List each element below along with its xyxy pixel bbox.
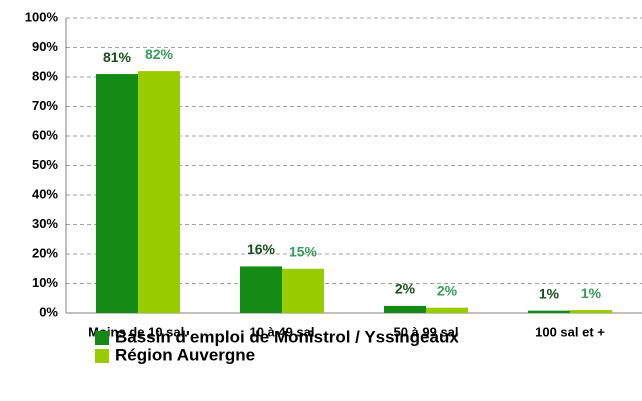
legend-swatch (95, 331, 109, 345)
bar (426, 307, 468, 313)
y-tick-label: 10% (32, 275, 58, 290)
value-label: 81% (103, 49, 132, 65)
y-tick-label: 0% (39, 304, 58, 319)
y-tick-label: 70% (32, 98, 58, 113)
y-tick-label: 100% (25, 9, 59, 24)
legend-label: Bassin d'emploi de Monistrol / Yssingeau… (115, 327, 459, 346)
value-label: 1% (581, 285, 602, 301)
x-tick-label: 10 à 49 sal (249, 324, 314, 339)
bar (384, 305, 426, 313)
value-label: 16% (247, 241, 276, 257)
legend-swatch (95, 349, 109, 363)
bar (570, 310, 612, 313)
y-tick-label: 40% (32, 186, 58, 201)
y-tick-label: 60% (32, 127, 58, 142)
bar (138, 71, 180, 313)
value-label: 15% (289, 243, 318, 259)
value-label: 2% (437, 282, 458, 298)
x-tick-label: 50 à 99 sal (393, 324, 458, 339)
bar (528, 310, 570, 313)
x-tick-label: Moins de 10 sal. (88, 324, 188, 339)
y-tick-label: 90% (32, 39, 58, 54)
y-tick-label: 50% (32, 157, 58, 172)
x-tick-label: 100 sal et + (535, 324, 605, 339)
legend-label: Région Auvergne (115, 345, 255, 364)
bar (240, 266, 282, 313)
bar (96, 74, 138, 313)
y-tick-label: 20% (32, 245, 58, 260)
value-label: 2% (395, 281, 416, 297)
y-tick-label: 30% (32, 216, 58, 231)
value-label: 1% (539, 285, 560, 301)
bar (282, 268, 324, 313)
y-tick-label: 80% (32, 68, 58, 83)
value-label: 82% (145, 46, 174, 62)
